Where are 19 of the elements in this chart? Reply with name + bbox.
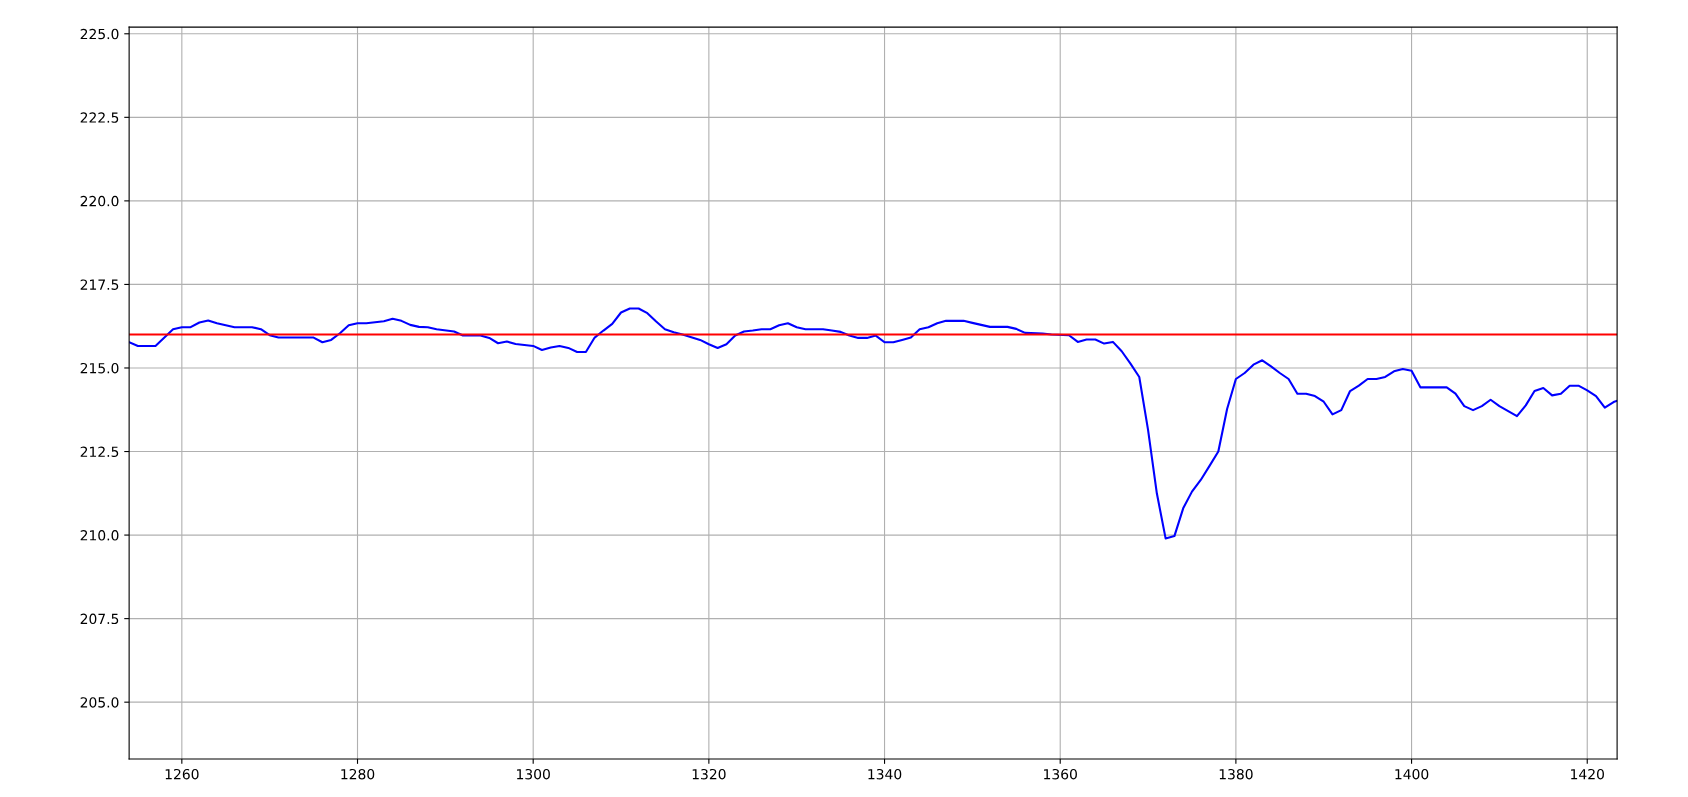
- x-tick-label: 1320: [692, 768, 726, 780]
- y-tick-label: 207.5: [80, 613, 119, 625]
- y-tick-label: 205.0: [80, 697, 119, 708]
- x-tick-label: 1420: [1571, 768, 1604, 780]
- x-tick-label: 1260: [165, 768, 199, 780]
- y-tick-label: 210.0: [80, 530, 119, 541]
- y-tick-label: 225.0: [80, 28, 119, 40]
- x-tick-label: 1280: [341, 768, 375, 780]
- y-tick-label: 220.0: [80, 195, 119, 207]
- x-tick-label: 1340: [868, 768, 902, 780]
- y-tick-label: 212.5: [80, 446, 119, 457]
- x-tick-label: 1300: [517, 768, 550, 780]
- x-tick-label: 1360: [1044, 768, 1077, 780]
- x-tick-label: 1400: [1395, 768, 1429, 780]
- y-tick-label: 215.0: [80, 362, 119, 374]
- y-tick-label: 217.5: [80, 279, 119, 290]
- x-tick-label: 1380: [1219, 768, 1253, 780]
- line-series: [129, 307, 1618, 540]
- y-tick-label: 222.5: [80, 112, 119, 123]
